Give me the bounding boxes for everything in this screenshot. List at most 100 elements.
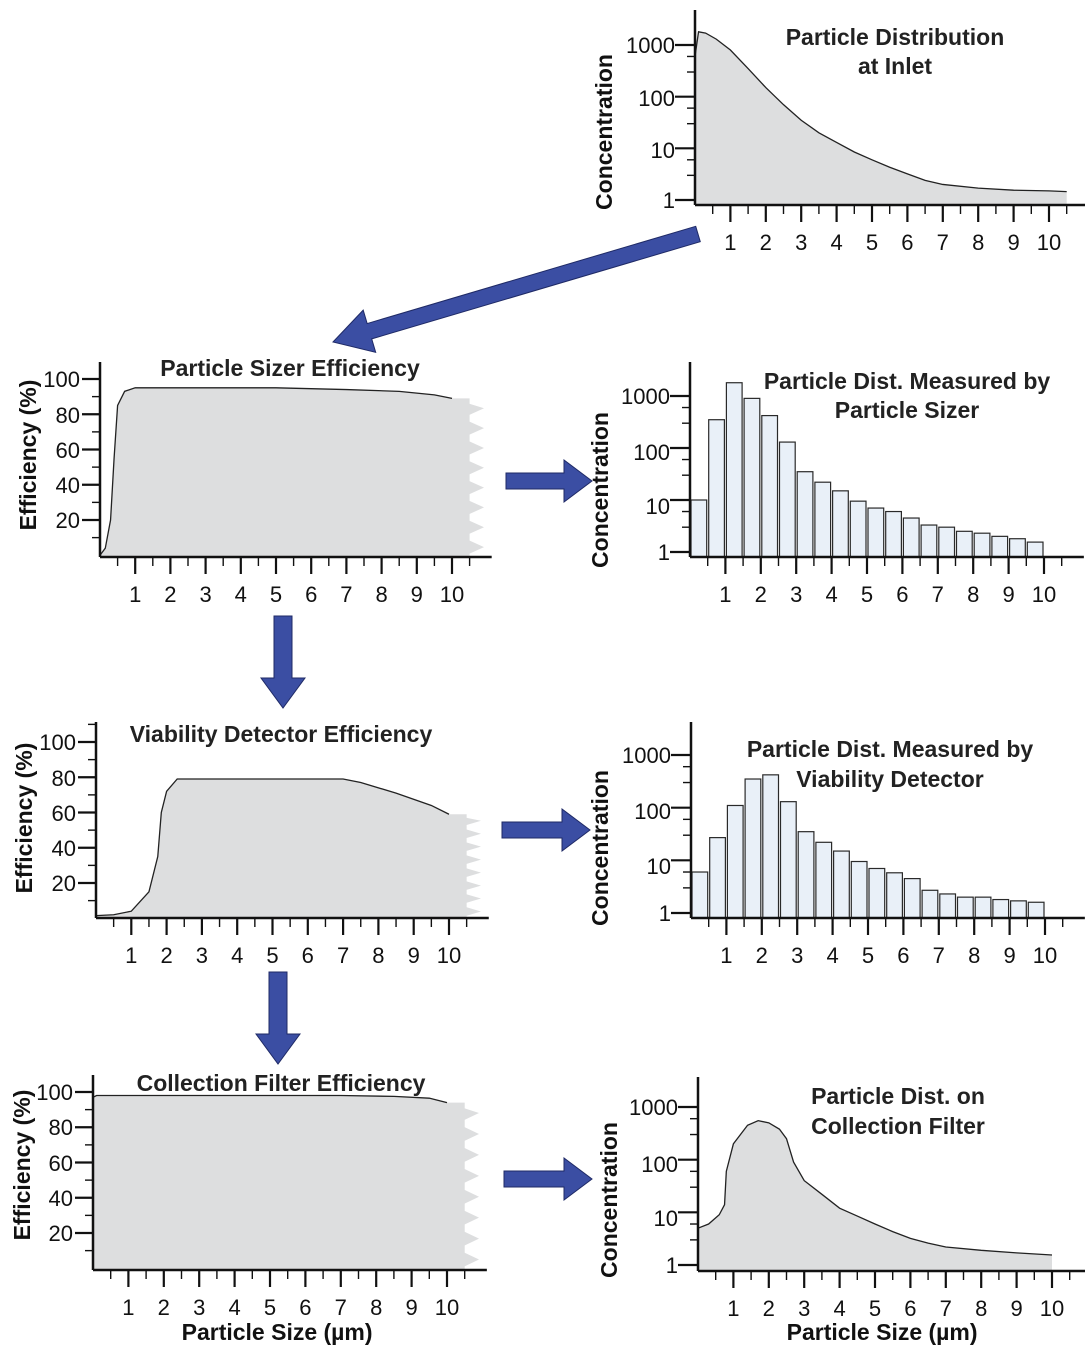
viability-dist-x-tick-label: 3 [791,943,803,968]
viability-dist-x-tick-label: 5 [862,943,874,968]
sizer-dist-x-tick-label: 6 [896,582,908,607]
viability-eff-x-tick-label: 7 [337,943,349,968]
sizer-dist-bar-9 [849,500,867,558]
flow-arrow-inlet-to-sizer [332,225,701,354]
inlet-x-tick-label: 1 [724,230,736,255]
filter-dist-title: Collection Filter [811,1113,985,1139]
viability-dist-title: Particle Dist. Measured by [747,736,1034,762]
filter-dist-y-axis-label: Concentration [596,1122,622,1278]
sizer-dist-bar-8 [831,490,849,558]
sizer-dist-bar-12 [902,517,920,558]
filter-eff-x-tick-label: 5 [264,1295,276,1320]
viability-dist-y-tick-label: 1000 [622,743,671,768]
filter-dist-x-tick-label: 4 [833,1296,845,1321]
sizer-eff-curve [99,387,453,556]
viability-dist-x-tick-label: 4 [826,943,838,968]
sizer-dist-bar-17 [991,535,1009,558]
viability-dist-bar-11 [886,872,904,919]
inlet-curve [694,31,1067,193]
filter-dist-x-tick-label: 1 [727,1296,739,1321]
sizer-dist-bar-0 [690,499,708,558]
filter-eff-y-axis-label: Efficiency (%) [9,1090,35,1241]
viability-dist-bar-19 [1027,901,1045,919]
inlet-x-tick-label: 10 [1037,230,1061,255]
filter-dist-x-tick-label: 2 [763,1296,775,1321]
sizer-dist-bar-16 [973,532,991,558]
viability-eff-title: Viability Detector Efficiency [130,721,433,747]
sizer-dist-bar-1 [708,419,726,558]
sizer-eff-x-tick-label: 7 [340,582,352,607]
filter-dist-x-tick-label: 5 [869,1296,881,1321]
viability-dist-x-tick-label: 10 [1033,943,1057,968]
viability-dist-bar-10 [868,867,886,919]
sizer-eff-x-tick-label: 3 [199,582,211,607]
sizer-dist-bar-11 [885,510,903,558]
inlet-y-tick-label: 10 [651,138,675,163]
viability-dist-bar-6 [797,831,815,919]
filter-dist-x-axis-label: Particle Size (µm) [787,1319,978,1345]
viability-eff-y-tick-label: 20 [52,871,76,896]
sizer-eff-x-tick-label: 10 [440,582,464,607]
sizer-dist-title: Particle Dist. Measured by [764,368,1051,394]
filter-dist-y-tick-label: 100 [641,1152,678,1177]
sizer-dist-bar-5 [778,441,796,558]
filter-eff-x-tick-label: 9 [405,1295,417,1320]
inlet-y-axis-label: Concentration [591,54,617,210]
viability-eff-y-tick-label: 60 [52,801,76,826]
viability-dist-x-tick-label: 9 [1003,943,1015,968]
sizer-dist-x-tick-label: 5 [861,582,873,607]
viability-dist-bar-4 [762,774,780,919]
sizer-eff-x-tick-label: 2 [164,582,176,607]
viability-dist-y-tick-label: 1 [659,901,671,926]
sizer-dist-title: Particle Sizer [835,397,980,423]
inlet-x-tick-label: 4 [830,230,842,255]
viability-dist-bar-3 [744,778,762,919]
viability-eff-y-tick-label: 40 [52,836,76,861]
viability-dist-bar-18 [1009,900,1027,919]
inlet-x-tick-label: 5 [866,230,878,255]
sizer-dist-y-tick-label: 1000 [621,384,670,409]
flow-arrow-sizer-to-viability [260,615,306,709]
viability-dist-title: Viability Detector [796,766,984,792]
filter-eff-x-tick-label: 1 [122,1295,134,1320]
viability-eff-x-tick-label: 10 [437,943,461,968]
viability-eff-x-tick-label: 6 [302,943,314,968]
sizer-dist-y-tick-label: 100 [633,440,670,465]
sizer-dist-x-tick-label: 7 [932,582,944,607]
filter-eff-x-tick-label: 4 [228,1295,240,1320]
viability-dist-bar-16 [974,896,992,919]
viability-dist-bar-15 [956,896,974,919]
inlet-x-tick-label: 9 [1007,230,1019,255]
sizer-dist-y-tick-label: 10 [646,494,670,519]
viability-dist-y-axis-label: Concentration [587,770,613,926]
sizer-eff-y-tick-label: 20 [56,508,80,533]
viability-eff-x-tick-label: 4 [231,943,243,968]
filter-eff-curve [92,1094,448,1104]
sizer-dist-bar-10 [867,507,885,558]
viability-eff-x-tick-label: 2 [160,943,172,968]
sizer-dist-bar-7 [814,481,832,558]
sizer-dist-x-tick-label: 10 [1032,582,1056,607]
viability-dist-bar-7 [815,841,833,919]
inlet-title: Particle Distribution [786,24,1005,50]
filter-eff-panel: 1 2 3 4 5 6 7 8 9 10 20 40 60 80 100 Collection Filter … [9,1070,487,1345]
filter-eff-x-tick-label: 6 [299,1295,311,1320]
sizer-eff-x-tick-label: 1 [129,582,141,607]
viability-dist-bar-17 [992,898,1010,919]
inlet-y-tick-label: 100 [638,86,675,111]
sizer-dist-y-axis-label: Concentration [587,412,613,568]
viability-eff-curve [95,778,450,917]
filter-eff-y-tick-label: 80 [49,1115,73,1140]
flow-arrow-viability-to-filter [255,971,301,1065]
sizer-dist-x-tick-label: 9 [1002,582,1014,607]
flow-arrow-viability-to-dist [501,808,591,852]
filter-eff-x-tick-label: 7 [335,1295,347,1320]
filter-dist-x-tick-label: 9 [1010,1296,1022,1321]
viability-eff-y-axis-label: Efficiency (%) [11,743,37,894]
filter-dist-filled-area [698,1120,1052,1271]
filter-eff-title: Collection Filter Efficiency [137,1070,426,1096]
